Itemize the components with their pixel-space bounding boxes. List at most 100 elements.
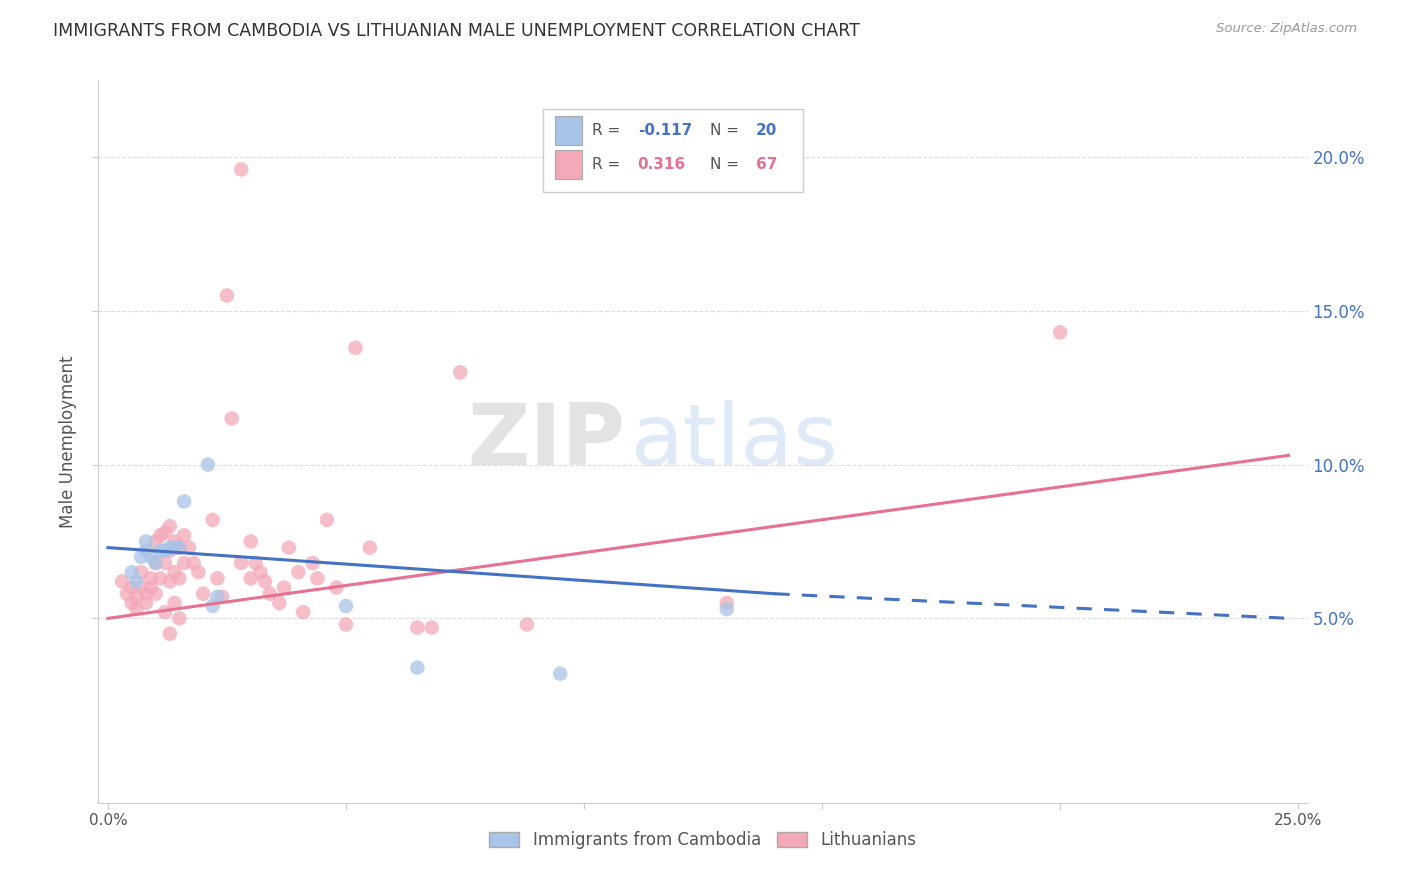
Point [149,571,172,585]
Point [548,666,571,681]
Text: R =: R = [592,123,624,138]
Point [249,565,271,579]
Point [173,528,195,542]
FancyBboxPatch shape [555,117,582,145]
Point [254,574,277,589]
Point [169,611,191,625]
Point [159,541,181,555]
Point [111,574,134,589]
Point [516,617,538,632]
Point [135,534,157,549]
Point [153,525,176,540]
Point [207,590,229,604]
Point [406,621,429,635]
Text: Source: ZipAtlas.com: Source: ZipAtlas.com [1216,22,1357,36]
Point [716,596,738,610]
Point [197,458,219,472]
Point [325,581,347,595]
Point [149,543,172,558]
Point [163,534,186,549]
Text: R =: R = [592,157,624,172]
Point [420,621,443,635]
Point [121,565,143,579]
Point [273,581,295,595]
Y-axis label: Male Unemployment: Male Unemployment [59,355,77,528]
Point [169,571,191,585]
Point [183,556,205,570]
Point [159,626,181,640]
Point [173,494,195,508]
Point [287,565,309,579]
Point [716,602,738,616]
Point [449,365,471,379]
Point [145,587,167,601]
Point [159,574,181,589]
Point [159,543,181,558]
Text: N =: N = [710,157,744,172]
Point [301,556,323,570]
Text: 0.316: 0.316 [638,157,686,172]
Point [187,565,209,579]
Point [406,660,429,674]
Point [335,617,357,632]
Point [135,596,157,610]
Point [292,605,315,619]
Text: atlas: atlas [630,400,838,483]
Point [307,571,329,585]
Point [159,519,181,533]
Point [169,541,191,555]
Point [277,541,299,555]
Point [121,581,143,595]
Point [169,541,191,555]
Point [135,543,157,558]
Text: 20: 20 [756,123,778,138]
Text: -0.117: -0.117 [638,123,692,138]
Point [135,587,157,601]
Point [1049,326,1071,340]
Point [163,596,186,610]
Text: 67: 67 [756,157,778,172]
Point [125,574,148,589]
Point [207,571,229,585]
Point [239,571,262,585]
Point [121,596,143,610]
Legend: Immigrants from Cambodia, Lithuanians: Immigrants from Cambodia, Lithuanians [482,824,924,856]
Point [115,587,138,601]
Point [201,599,224,613]
Point [269,596,291,610]
Point [145,556,167,570]
Point [201,513,224,527]
Point [153,543,176,558]
Point [316,513,339,527]
Point [163,565,186,579]
Point [231,162,253,177]
Point [344,341,367,355]
Point [163,541,186,555]
Point [139,581,162,595]
Point [129,549,152,564]
Point [125,602,148,616]
FancyBboxPatch shape [555,151,582,179]
Point [359,541,381,555]
Text: IMMIGRANTS FROM CAMBODIA VS LITHUANIAN MALE UNEMPLOYMENT CORRELATION CHART: IMMIGRANTS FROM CAMBODIA VS LITHUANIAN M… [53,22,860,40]
Point [335,599,357,613]
Point [129,565,152,579]
Point [153,605,176,619]
Point [129,581,152,595]
Point [145,556,167,570]
Text: N =: N = [710,123,744,138]
FancyBboxPatch shape [543,109,803,193]
Point [125,590,148,604]
Point [145,534,167,549]
Point [211,590,233,604]
Point [221,411,243,425]
Point [139,571,162,585]
Point [191,587,214,601]
Point [177,541,200,555]
Point [139,549,162,564]
Point [239,534,262,549]
Point [231,556,253,570]
Point [173,556,195,570]
Point [215,288,238,302]
Text: ZIP: ZIP [467,400,624,483]
